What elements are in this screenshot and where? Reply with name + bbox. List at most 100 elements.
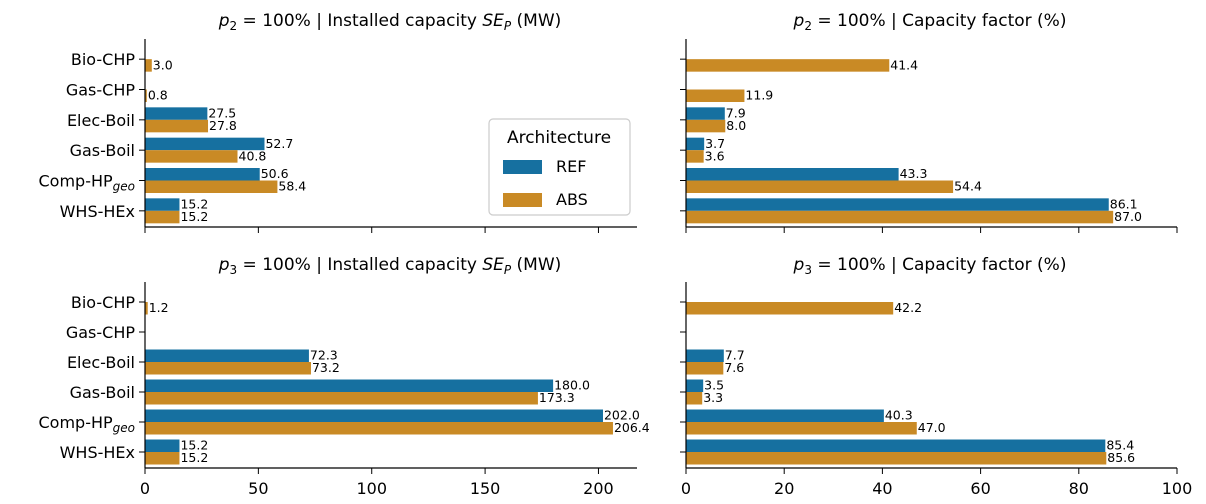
category-label: Comp-HPgeo [39,172,136,194]
bar-ref [686,198,1109,211]
data-label: 3.5 [704,378,724,393]
data-label: 54.4 [954,179,982,194]
category-label: Gas-Boil [70,383,135,402]
data-label: 11.9 [745,88,773,103]
chart-title: p3 = 100% | Installed capacity SEP (MW) [218,255,562,277]
bar-abs [145,59,152,72]
bar-abs [145,362,311,375]
bar-abs [686,119,726,133]
x-tick-label: 80 [1069,479,1089,498]
data-label: 3.0 [153,57,173,72]
data-label: 173.3 [539,390,575,405]
data-label: 15.2 [180,450,208,465]
legend-title: Architecture [507,128,611,148]
bar-ref [145,409,603,422]
data-label: 73.2 [312,360,340,375]
legend-swatch-ref [503,160,542,174]
bar-ref [686,409,884,422]
bar-abs [145,302,148,315]
x-tick-label: 150 [470,479,501,498]
bar-ref [145,379,554,392]
data-label: 85.6 [1107,450,1135,465]
data-label: 7.9 [726,106,746,121]
data-label: 40.8 [239,148,267,163]
legend-label-abs: ABS [556,190,588,209]
bar-abs [686,392,703,405]
chart-panel-1: p2 = 100% | Installed capacity SEP (MW) 2… [39,11,637,233]
bar-abs [686,422,917,435]
bar-abs [145,392,538,405]
x-tick-label: 50 [248,479,268,498]
data-label: 7.6 [724,360,744,375]
data-label: 3.3 [703,390,723,405]
bar-abs [686,452,1107,465]
data-label: 180.0 [554,378,590,393]
x-tick-label: 60 [970,479,990,498]
data-label: 8.0 [726,118,746,133]
data-label: 85.4 [1106,438,1134,453]
category-label: Elec-Boil [67,353,135,372]
bar-ref [145,137,265,151]
data-label: 1.2 [149,300,169,315]
data-label: 47.0 [918,420,946,435]
chart-panel-3: p3 = 100% | Installed capacity SEP (MW) 7… [39,255,650,498]
chart-title: p2 = 100% | Capacity factor (%) [793,11,1067,33]
bar-abs [686,180,954,193]
chart-panel-4: p3 = 100% | Capacity factor (%) 7.73.5 40.… [680,255,1192,498]
data-label: 202.0 [604,408,640,423]
bar-ref [145,107,208,120]
bar-abs [686,362,724,375]
bar-abs [145,452,180,465]
data-label: 27.5 [208,106,236,121]
bar-abs [686,302,894,315]
category-label: Elec-Boil [67,111,135,130]
bar-abs [686,59,890,72]
data-label: 41.4 [890,57,918,72]
bar-abs [145,119,209,133]
category-label: Gas-CHP [66,323,136,342]
bar-ref [686,349,724,362]
bar-ref [145,349,309,362]
legend-swatch-abs [503,193,542,207]
x-tick-label: 40 [872,479,892,498]
x-tick-label: 200 [583,479,614,498]
data-label: 7.7 [725,348,745,363]
bar-ref [145,198,180,211]
bar-abs [145,89,147,102]
data-label: 15.2 [180,197,208,212]
x-tick-label: 100 [1162,479,1193,498]
data-label: 86.1 [1110,197,1138,212]
data-label: 3.6 [705,148,725,163]
data-label: 72.3 [310,348,338,363]
legend-label-ref: REF [556,157,586,176]
bar-abs [145,180,278,193]
data-label: 15.2 [180,209,208,224]
bar-abs [145,150,238,163]
bar-ref [686,107,725,120]
data-label: 43.3 [900,166,928,181]
chart-title: p3 = 100% | Capacity factor (%) [793,255,1067,277]
data-label: 58.4 [278,179,306,194]
category-label: Comp-HPgeo [39,413,136,435]
x-tick-label: 100 [356,479,387,498]
data-label: 27.8 [209,118,237,133]
data-label: 206.4 [614,420,650,435]
bar-abs [686,89,745,102]
charts-root: p2 = 100% | Installed capacity SEP (MW) 2… [39,11,1193,498]
bar-ref [686,137,705,151]
bar-ref [686,168,899,181]
data-label: 42.2 [894,300,922,315]
category-label: Gas-Boil [70,141,135,160]
bar-ref [145,168,260,181]
category-label: WHS-HEx [60,443,135,462]
data-label: 40.3 [885,408,913,423]
data-label: 15.2 [180,438,208,453]
category-label: Bio-CHP [71,293,135,312]
category-label: Bio-CHP [71,50,135,69]
bar-ref [686,439,1106,452]
data-label: 50.6 [261,166,289,181]
legend-frame [488,118,631,216]
bar-ref [686,379,704,392]
x-tick-label: 0 [140,479,150,498]
